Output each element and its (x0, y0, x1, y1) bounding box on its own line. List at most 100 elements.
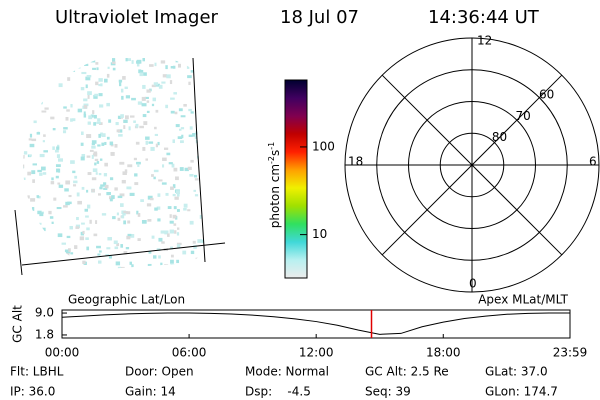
info-field: GLat: 37.0 (485, 365, 548, 379)
image-pixel (93, 94, 98, 99)
image-pixel (64, 71, 68, 76)
image-pixel (149, 64, 154, 67)
image-pixel (117, 129, 123, 133)
image-pixel (154, 126, 157, 130)
image-pixel (218, 203, 221, 207)
image-pixel (219, 160, 223, 164)
image-pixel (104, 184, 109, 189)
image-pixel (96, 161, 100, 164)
image-pixel (183, 208, 187, 211)
image-pixel (97, 253, 101, 256)
image-pixel (80, 131, 84, 136)
image-pixel (116, 129, 121, 133)
info-panel: Flt: LBHL Door: Open Mode: Normal GC Alt: 2… (10, 365, 558, 399)
image-pixel (26, 64, 31, 67)
image-pixel (203, 81, 205, 85)
image-pixel (28, 138, 32, 141)
image-pixel (158, 84, 163, 89)
x-tick-label: 06:00 (172, 346, 207, 360)
image-pixel (145, 158, 149, 161)
image-pixel (179, 128, 182, 131)
image-pixel (86, 227, 90, 231)
image-pixel (131, 60, 134, 64)
image-pixel (220, 266, 224, 268)
image-pixel (80, 142, 84, 146)
image-pixel (163, 147, 169, 150)
image-pixel (63, 127, 68, 130)
image-pixel (235, 110, 237, 113)
image-pixel (131, 97, 136, 101)
image-pixel (172, 214, 177, 219)
image-pixel (236, 89, 241, 93)
image-pixel (83, 104, 88, 109)
image-pixel (102, 272, 105, 275)
image-pixel (173, 92, 177, 95)
image-pixel (144, 96, 149, 99)
image-pixel (208, 152, 211, 155)
image-pixel (84, 208, 89, 212)
image-pixel (97, 279, 100, 283)
image-pixels (23, 53, 242, 283)
image-pixel (42, 140, 45, 143)
image-pixel (82, 230, 85, 235)
image-pixel (207, 148, 210, 150)
image-pixel (29, 143, 35, 148)
image-pixel (157, 218, 161, 222)
image-pixel (31, 138, 37, 142)
image-pixel (176, 232, 180, 236)
image-pixel (170, 259, 174, 264)
image-pixel (97, 118, 101, 122)
uv-image (23, 53, 242, 283)
image-pixel (70, 118, 73, 122)
image-pixel (114, 246, 119, 250)
image-pixel (205, 237, 209, 239)
image-pixel (51, 221, 54, 224)
image-pixel (76, 274, 80, 275)
image-pixel (39, 172, 43, 176)
image-pixel (85, 237, 89, 240)
image-pixel (193, 245, 197, 249)
image-pixel (234, 121, 238, 123)
image-pixel (202, 128, 205, 133)
image-pixel (219, 178, 224, 182)
image-pixel (85, 215, 89, 218)
image-pixel (174, 196, 179, 200)
image-pixel (56, 206, 62, 210)
image-pixel (123, 251, 128, 255)
image-pixel (55, 269, 60, 274)
image-pixel (170, 110, 175, 114)
image-pixel (156, 206, 161, 210)
image-pixel (109, 141, 114, 146)
image-pixel (137, 163, 140, 167)
image-pixel (124, 169, 128, 174)
image-pixel (167, 233, 170, 237)
image-pixel (153, 169, 159, 173)
image-pixel (119, 161, 125, 165)
image-pixel (224, 66, 228, 70)
image-pixel (216, 170, 221, 174)
image-pixel (45, 61, 50, 65)
image-pixel (109, 53, 113, 56)
image-pixel (187, 75, 192, 79)
image-pixel (104, 141, 107, 145)
image-pixel (87, 91, 92, 96)
image-pixel (204, 65, 205, 69)
image-pixel (106, 102, 110, 107)
image-pixel (211, 175, 213, 179)
image-pixel (126, 211, 131, 215)
image-pixel (112, 277, 117, 280)
image-pixel (217, 264, 222, 267)
image-pixel (29, 133, 33, 138)
image-pixel (143, 72, 147, 76)
image-pixel (61, 242, 67, 245)
image-pixel (43, 249, 47, 252)
image-pixel (58, 184, 64, 188)
image-pixel (116, 212, 119, 216)
image-pixel (139, 69, 144, 73)
image-pixel (87, 172, 92, 176)
image-pixel (240, 232, 242, 236)
image-pixel (151, 174, 154, 177)
image-pixel (24, 235, 30, 239)
image-pixel (99, 104, 104, 108)
